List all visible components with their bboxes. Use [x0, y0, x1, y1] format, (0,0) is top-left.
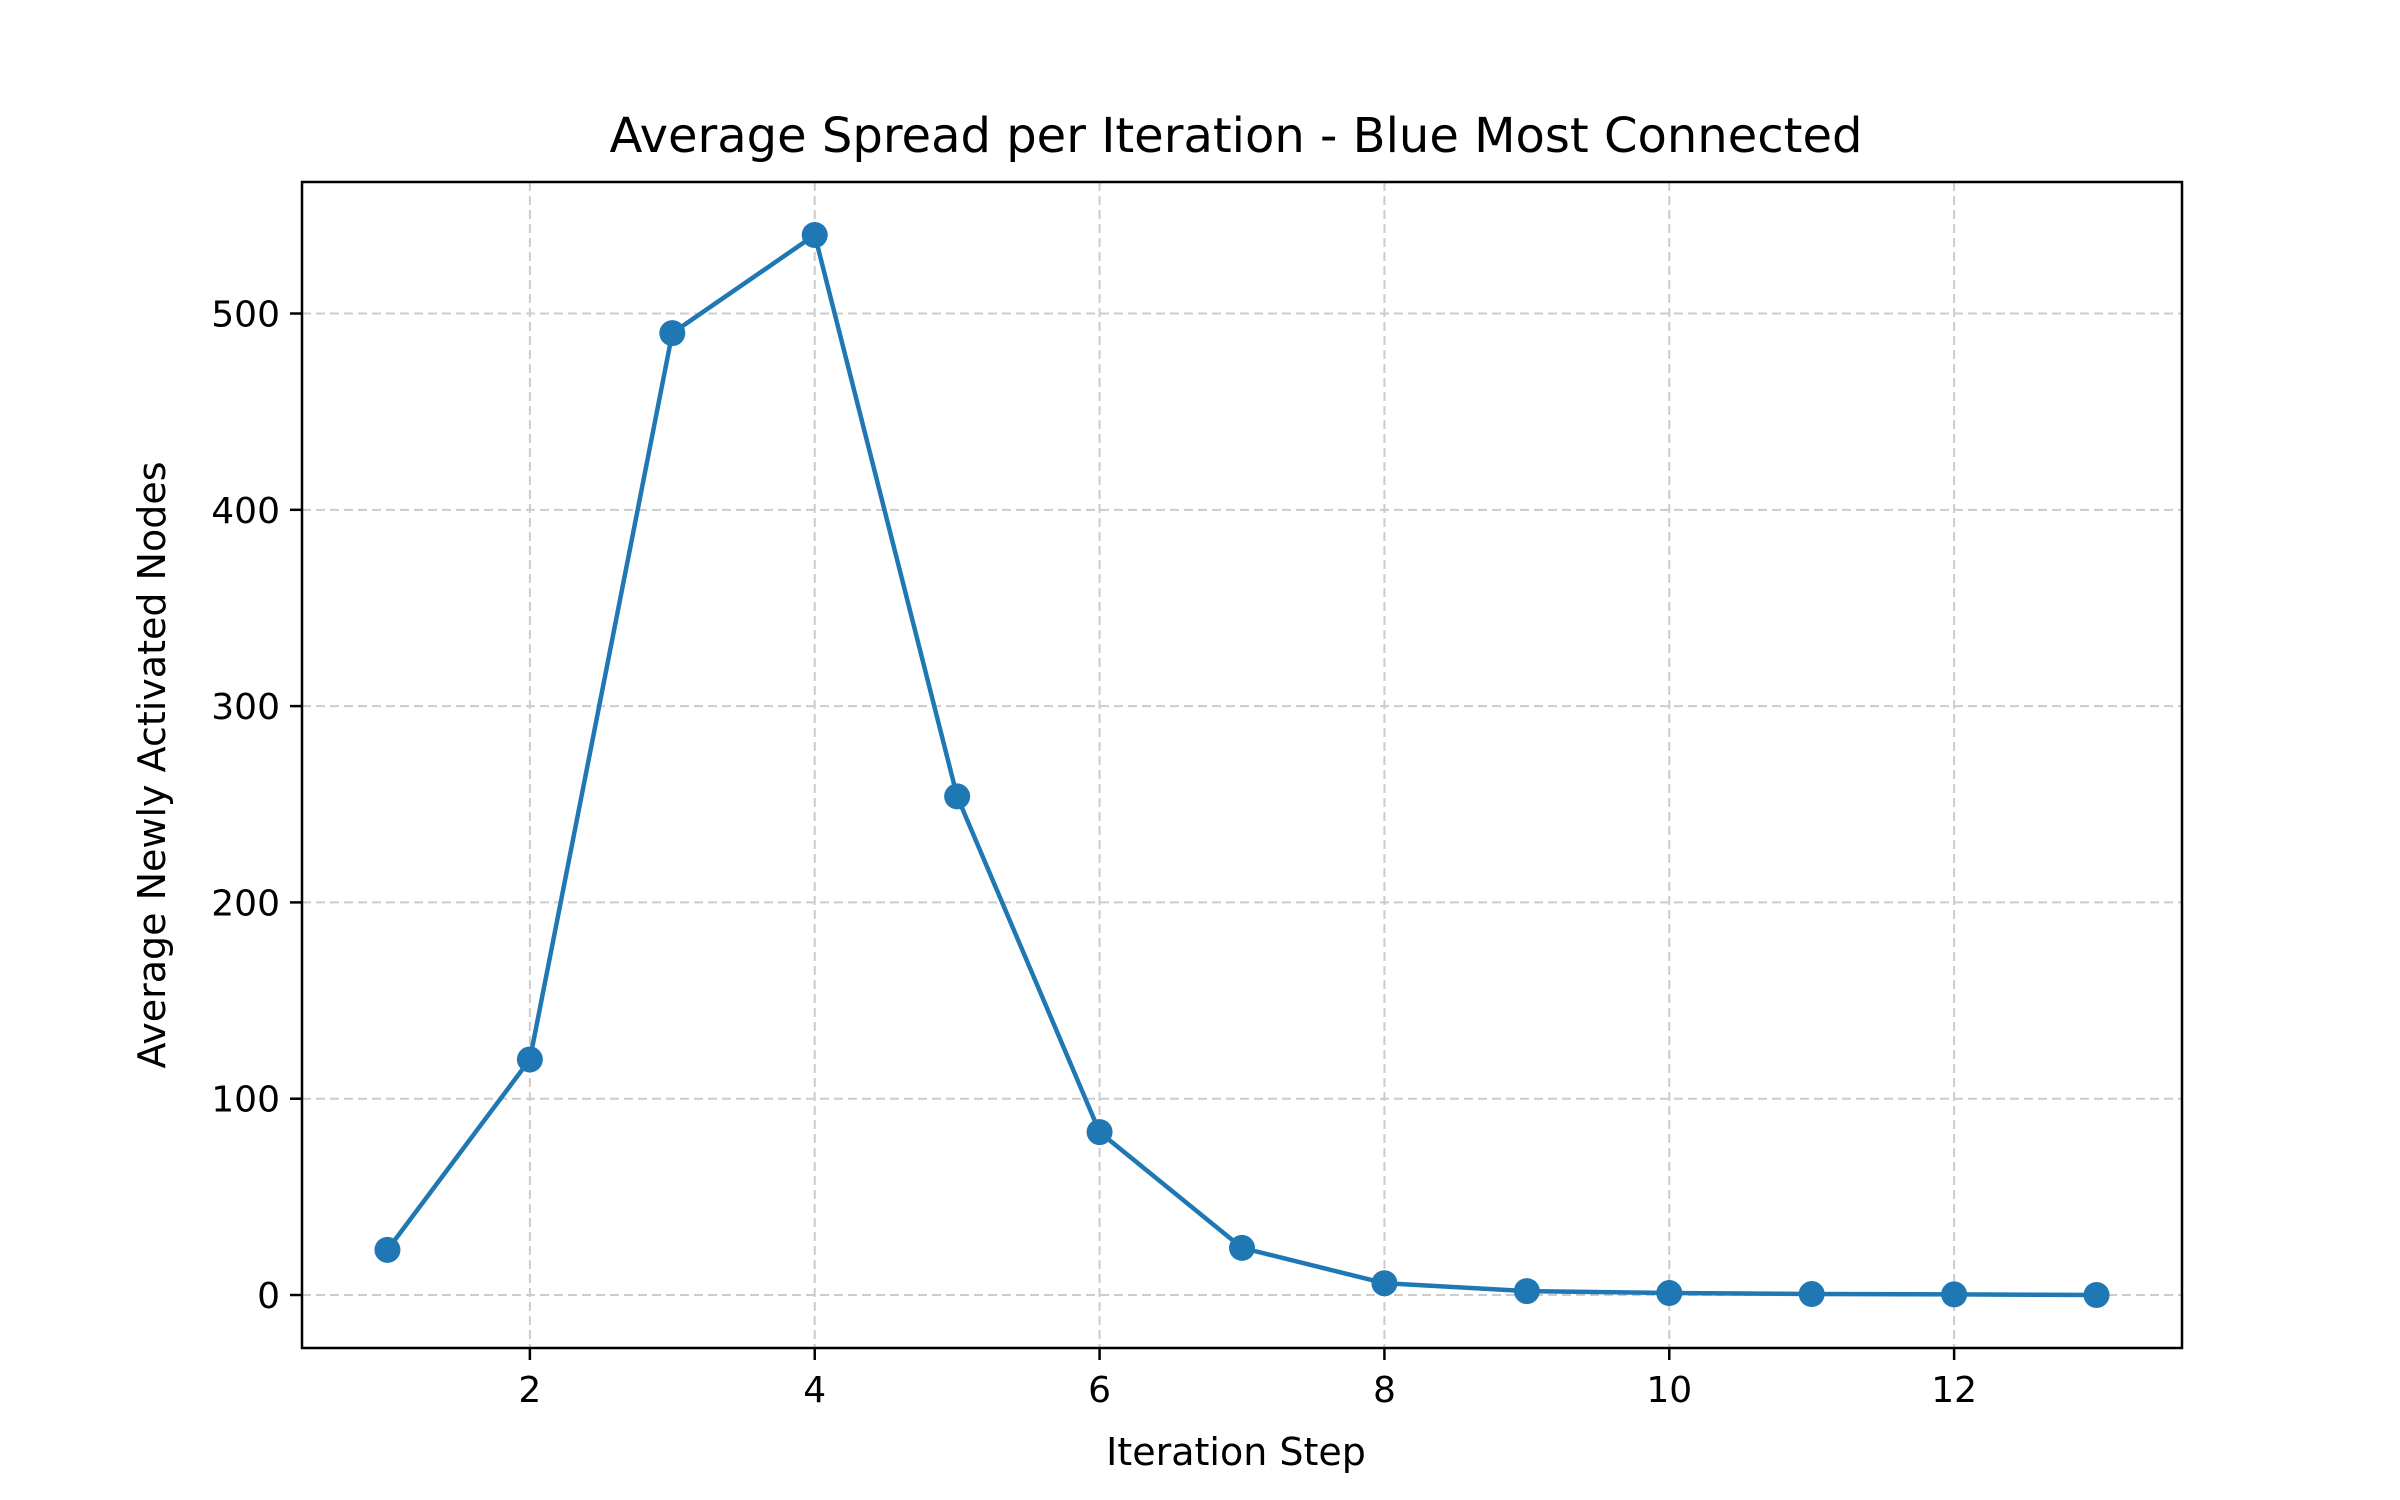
- x-tick-label: 4: [803, 1370, 826, 1411]
- data-point: [1086, 1119, 1113, 1146]
- data-point: [1371, 1270, 1398, 1297]
- data-point: [944, 783, 971, 810]
- y-tick-label: 100: [211, 1080, 280, 1121]
- x-tick-label: 8: [1373, 1370, 1396, 1411]
- data-point: [1656, 1280, 1683, 1307]
- series-layer: [374, 222, 2110, 1308]
- y-tick-label: 200: [211, 883, 280, 924]
- data-point: [2083, 1282, 2110, 1308]
- ticks: 2 4 6 8 10 12 0 100 200 300 400 500: [211, 295, 1977, 1411]
- data-point: [801, 222, 828, 248]
- data-point: [374, 1236, 401, 1263]
- x-tick-label: 6: [1088, 1370, 1111, 1411]
- y-axis-label: Average Newly Activated Nodes: [130, 461, 174, 1068]
- y-tick-label: 0: [257, 1276, 280, 1317]
- chart-title: Average Spread per Iteration - Blue Most…: [610, 108, 1863, 164]
- y-tick-label: 300: [211, 687, 280, 728]
- x-tick-label: 12: [1931, 1370, 1977, 1411]
- data-point: [659, 320, 686, 347]
- x-tick-label: 2: [518, 1370, 541, 1411]
- data-point: [1229, 1234, 1255, 1261]
- grid: [302, 182, 2182, 1348]
- data-point: [516, 1046, 543, 1073]
- data-point: [1513, 1278, 1540, 1305]
- y-tick-label: 400: [211, 491, 280, 532]
- x-tick-label: 10: [1646, 1370, 1692, 1411]
- y-tick-label: 500: [211, 295, 280, 336]
- plot-frame: [300, 180, 2184, 1350]
- data-point: [1941, 1281, 1968, 1308]
- x-axis-label: Iteration Step: [1106, 1430, 1366, 1474]
- data-point: [1798, 1281, 1825, 1308]
